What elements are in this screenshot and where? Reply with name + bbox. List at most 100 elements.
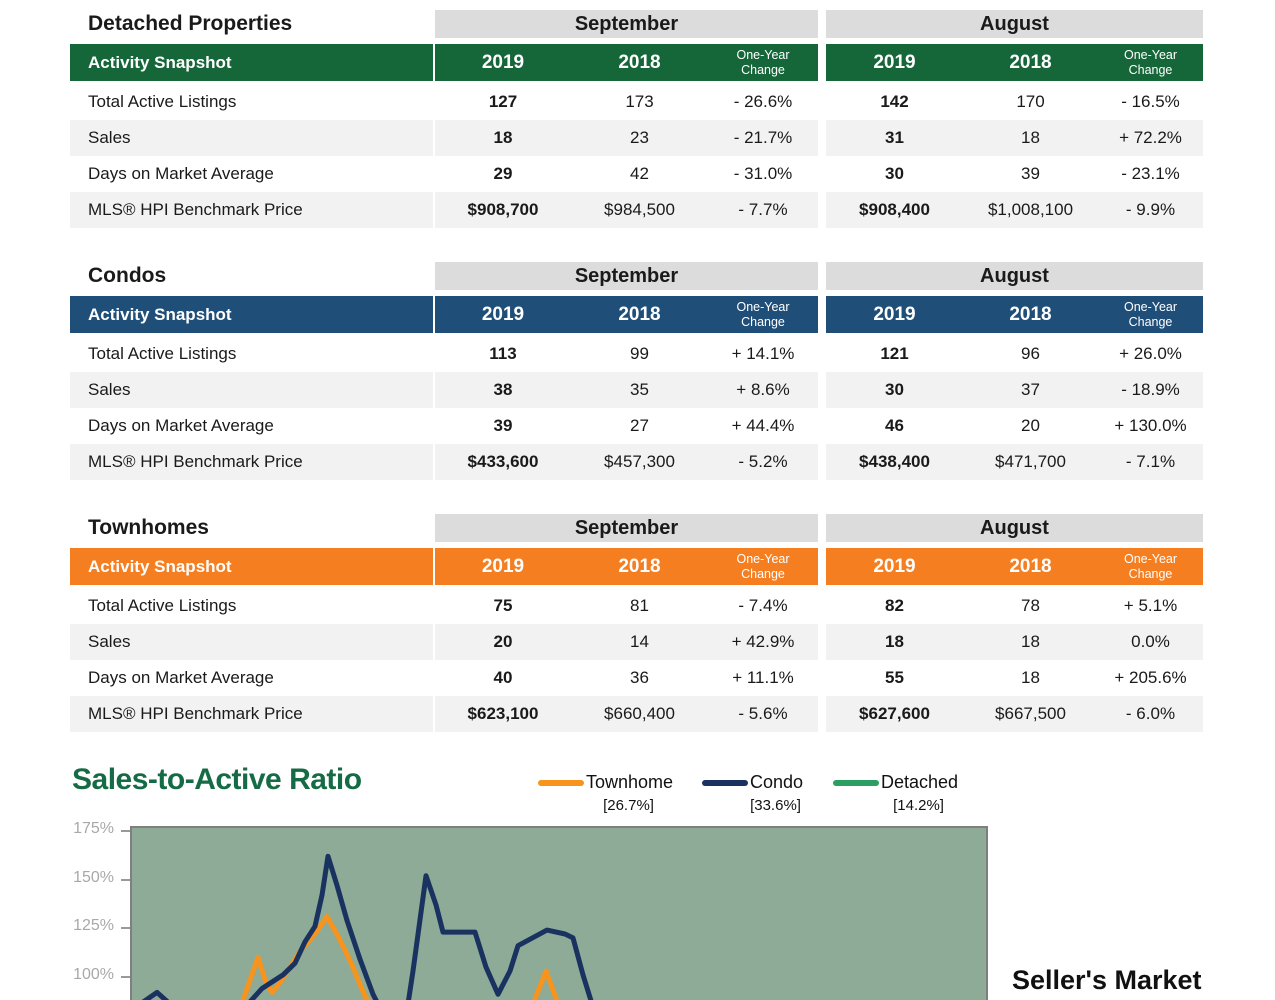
y-tick-mark xyxy=(121,830,130,832)
row-values-august: 31 18 + 72.2% xyxy=(826,120,1203,156)
chart-plot-area xyxy=(130,826,988,1000)
legend-label: Condo xyxy=(750,772,804,792)
table-row: Days on Market Average 39 27 + 44.4% 46 20 + 1… xyxy=(70,408,1203,444)
value-change: + 72.2% xyxy=(1119,128,1182,147)
row-label: MLS® HPI Benchmark Price xyxy=(70,696,433,732)
value-change: + 8.6% xyxy=(736,380,790,399)
row-values-august: 142 170 - 16.5% xyxy=(826,84,1203,120)
snapshot-columns-september: 2019 2018 One-Year Change xyxy=(435,548,818,585)
value-change: - 23.1% xyxy=(1121,164,1180,183)
value-change: + 130.0% xyxy=(1114,416,1187,435)
row-label: Sales xyxy=(70,624,433,660)
value-2018: 81 xyxy=(630,596,649,615)
snapshot-label: Activity Snapshot xyxy=(70,44,433,81)
legend-label: Townhome xyxy=(586,772,674,792)
month-header-row: Townhomes September August xyxy=(70,514,1203,542)
snapshot-columns-august: 2019 2018 One-Year Change xyxy=(826,44,1203,81)
value-2019: $908,700 xyxy=(467,200,539,219)
value-2019: 75 xyxy=(493,596,513,615)
value-change: + 5.1% xyxy=(1123,596,1178,615)
row-values-august: 82 78 + 5.1% xyxy=(826,588,1203,624)
row-label: Total Active Listings xyxy=(70,336,433,372)
change-column-header: One-Year Change xyxy=(1123,47,1178,77)
month-header-august: August xyxy=(826,514,1203,542)
value-change: - 5.6% xyxy=(738,704,788,723)
value-2018: 96 xyxy=(1021,344,1040,363)
chart-lines xyxy=(141,853,594,1000)
month-header-september: September xyxy=(435,10,818,38)
value-2019: 20 xyxy=(493,632,513,651)
row-label: Total Active Listings xyxy=(70,588,433,624)
section-title: Townhomes xyxy=(88,516,209,539)
value-change: - 5.2% xyxy=(738,452,788,471)
snapshot-label: Activity Snapshot xyxy=(70,296,433,333)
value-change: - 7.1% xyxy=(1125,452,1176,471)
month-header-row: Detached Properties September August xyxy=(70,10,1203,38)
value-2019: 29 xyxy=(493,164,513,183)
value-2018: 39 xyxy=(1021,164,1040,183)
value-change: - 7.7% xyxy=(738,200,788,219)
value-2018: 27 xyxy=(630,416,649,435)
row-values-august: $908,400 $1,008,100 - 9.9% xyxy=(826,192,1203,228)
line-series-condo xyxy=(141,853,594,1000)
year-column-header: 2018 xyxy=(1009,51,1052,73)
row-label: Sales xyxy=(70,120,433,156)
value-2019: 113 xyxy=(489,344,517,363)
table-row: MLS® HPI Benchmark Price $908,700 $984,500… xyxy=(70,192,1203,228)
month-header-august: August xyxy=(826,262,1203,290)
y-tick-mark xyxy=(121,879,130,881)
value-2019: 18 xyxy=(885,632,904,651)
change-column-header: One-Year Change xyxy=(1123,299,1178,329)
chart-title: Sales-to-Active Ratio xyxy=(72,763,362,796)
value-change: + 42.9% xyxy=(731,632,795,651)
table-row: MLS® HPI Benchmark Price $433,600 $457,300… xyxy=(70,444,1203,480)
value-change: - 6.0% xyxy=(1125,704,1176,723)
row-values-august: 30 37 - 18.9% xyxy=(826,372,1203,408)
row-values-september: $908,700 $984,500 - 7.7% xyxy=(435,192,818,228)
row-values-august: 55 18 + 205.6% xyxy=(826,660,1203,696)
value-2018: 35 xyxy=(630,380,649,399)
value-change: + 205.6% xyxy=(1114,668,1187,687)
value-2018: 173 xyxy=(625,92,654,111)
value-2018: 170 xyxy=(1016,92,1045,111)
row-values-august: 30 39 - 23.1% xyxy=(826,156,1203,192)
value-2018: 20 xyxy=(1021,416,1040,435)
value-2018: $667,500 xyxy=(995,704,1066,723)
value-change: 0.0% xyxy=(1131,632,1170,651)
row-values-september: 20 14 + 42.9% xyxy=(435,624,818,660)
section-title: Detached Properties xyxy=(88,12,293,35)
month-header-september: September xyxy=(435,514,818,542)
year-column-header: 2019 xyxy=(481,555,525,577)
legend-item-condo: Condo [33.6%] xyxy=(702,772,803,814)
value-2019: 55 xyxy=(885,668,904,687)
value-2018: 42 xyxy=(630,164,649,183)
snapshot-columns-september: 2019 2018 One-Year Change xyxy=(435,44,818,81)
row-values-september: 127 173 - 26.6% xyxy=(435,84,818,120)
value-change: - 26.6% xyxy=(733,92,793,111)
value-2018: 37 xyxy=(1021,380,1040,399)
value-2018: 36 xyxy=(630,668,649,687)
snapshot-label: Activity Snapshot xyxy=(70,548,433,585)
value-change: - 7.4% xyxy=(738,596,788,615)
value-2018: $457,300 xyxy=(604,452,675,471)
row-label: Days on Market Average xyxy=(70,660,433,696)
table-row: Total Active Listings 113 99 + 14.1% 121 96 + … xyxy=(70,336,1203,372)
row-values-september: $623,100 $660,400 - 5.6% xyxy=(435,696,818,732)
value-change: + 14.1% xyxy=(731,344,795,363)
legend-item-townhome: Townhome [26.7%] xyxy=(538,772,673,814)
row-values-september: 18 23 - 21.7% xyxy=(435,120,818,156)
year-column-header: 2018 xyxy=(1009,303,1052,325)
value-2019: 121 xyxy=(880,344,909,363)
y-tick-mark xyxy=(121,927,130,929)
value-2018: $471,700 xyxy=(995,452,1066,471)
value-2019: $627,600 xyxy=(859,704,930,723)
value-change: + 11.1% xyxy=(732,668,794,687)
row-values-september: 113 99 + 14.1% xyxy=(435,336,818,372)
year-column-header: 2019 xyxy=(873,51,916,73)
year-column-header: 2018 xyxy=(618,555,661,577)
value-2018: 14 xyxy=(630,632,649,651)
table-row: Total Active Listings 127 173 - 26.6% 142 170… xyxy=(70,84,1203,120)
table-row: Total Active Listings 75 81 - 7.4% 82 78 + 5.1… xyxy=(70,588,1203,624)
row-values-august: 121 96 + 26.0% xyxy=(826,336,1203,372)
